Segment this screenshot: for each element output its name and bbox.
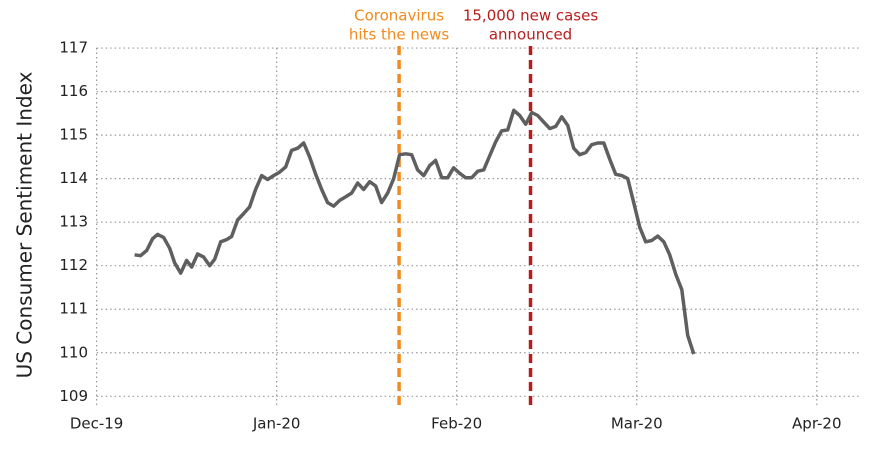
event-label: hits the news bbox=[349, 26, 450, 44]
y-tick-label: 115 bbox=[59, 126, 88, 144]
event-label: 15,000 new cases bbox=[463, 7, 599, 25]
x-tick-label: Dec-19 bbox=[70, 415, 124, 433]
y-tick-label: 114 bbox=[59, 169, 88, 187]
y-tick-label: 116 bbox=[59, 82, 88, 100]
x-tick-label: Apr-20 bbox=[792, 415, 842, 433]
y-axis-label: US Consumer Sentiment Index bbox=[13, 71, 37, 378]
x-tick-label: Mar-20 bbox=[611, 415, 663, 433]
series-line bbox=[134, 108, 696, 355]
y-tick-label: 110 bbox=[59, 343, 88, 361]
x-tick-label: Feb-20 bbox=[431, 415, 482, 433]
x-tick-label: Jan-20 bbox=[252, 415, 301, 433]
y-tick-label: 112 bbox=[59, 256, 88, 274]
y-tick-label: 111 bbox=[59, 300, 88, 318]
event-label: Coronavirus bbox=[354, 7, 444, 25]
y-tick-label: 117 bbox=[59, 39, 88, 57]
y-tick-label: 113 bbox=[59, 213, 88, 231]
y-tick-label: 109 bbox=[59, 387, 88, 405]
event-label: announced bbox=[489, 26, 572, 44]
